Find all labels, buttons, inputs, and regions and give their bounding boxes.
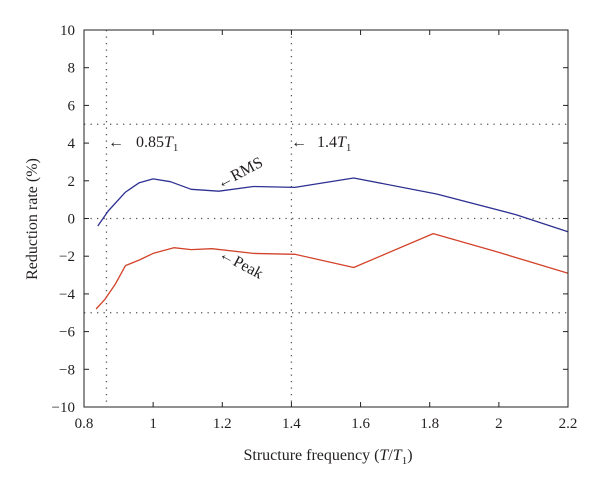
annotation-variable: T <box>164 134 174 151</box>
x-tick-label: 1.6 <box>351 416 370 432</box>
x-tick-label: 0.8 <box>75 416 94 432</box>
y-tick-label: 6 <box>68 98 76 114</box>
y-tick-label: 8 <box>68 61 76 77</box>
y-tick-label: −4 <box>59 287 75 303</box>
y-tick-label: −2 <box>59 249 75 265</box>
series-layer <box>95 177 569 310</box>
x-tick-label: 1.8 <box>420 416 439 432</box>
y-tick-label: −6 <box>59 325 75 341</box>
annotation-subscript: 1 <box>346 142 352 154</box>
axis-ticks <box>83 29 569 408</box>
annotation-arrow: ← <box>216 246 238 269</box>
y-tick-label: −8 <box>59 362 75 378</box>
y-axis-label: Reduction rate (%) <box>24 158 41 280</box>
annotation-peak: ←Peak <box>216 246 266 283</box>
x-tick-label: 2 <box>495 416 503 432</box>
x-axis-label-subscript: 1 <box>402 455 408 467</box>
y-tick-label: 0 <box>68 212 76 228</box>
annotation-peak-label: Peak <box>230 253 265 283</box>
annotation-value: 1.4 <box>317 134 337 151</box>
x-axis-label-numerator: T <box>379 447 389 464</box>
annotation-1.4-t1: ← 1.4T1 <box>291 134 351 154</box>
x-axis-label-denominator: T <box>393 447 403 464</box>
reference-lines <box>84 30 568 407</box>
y-tick-label: 4 <box>68 136 76 152</box>
x-tick-label: 1.4 <box>282 416 301 432</box>
annotation-arrow: ← <box>108 134 124 151</box>
annotation-0.85-t1: ← 0.85T1 <box>108 134 178 154</box>
y-tick-label: 10 <box>60 23 75 39</box>
x-axis-label: Structure frequency (T/T1) <box>243 447 412 467</box>
y-tick-label: 2 <box>68 174 76 190</box>
x-axis-label-prefix: Structure frequency ( <box>243 447 379 464</box>
annotation-variable: T <box>337 134 347 151</box>
annotation-rms-label: RMS <box>228 154 266 185</box>
x-axis-label-suffix: ) <box>407 447 412 464</box>
series-line-rms <box>97 177 569 233</box>
annotation-value: 0.85 <box>136 134 164 151</box>
x-axis-label-slash: / <box>388 447 393 464</box>
annotation-arrow: ← <box>291 134 307 151</box>
series-line-peak <box>95 232 569 310</box>
x-tick-label: 1 <box>149 416 157 432</box>
tick-labels: 0.8 1 1.2 1.4 1.6 1.8 2 2.2 −10 −8 −6 −4 −2 0 2 4 6 8 10 <box>52 23 578 432</box>
annotation-subscript: 1 <box>173 142 179 154</box>
y-tick-label: −10 <box>52 400 75 416</box>
x-tick-label: 2.2 <box>559 416 578 432</box>
x-tick-label: 1.2 <box>213 416 232 432</box>
annotation-arrow: ← <box>214 170 236 193</box>
